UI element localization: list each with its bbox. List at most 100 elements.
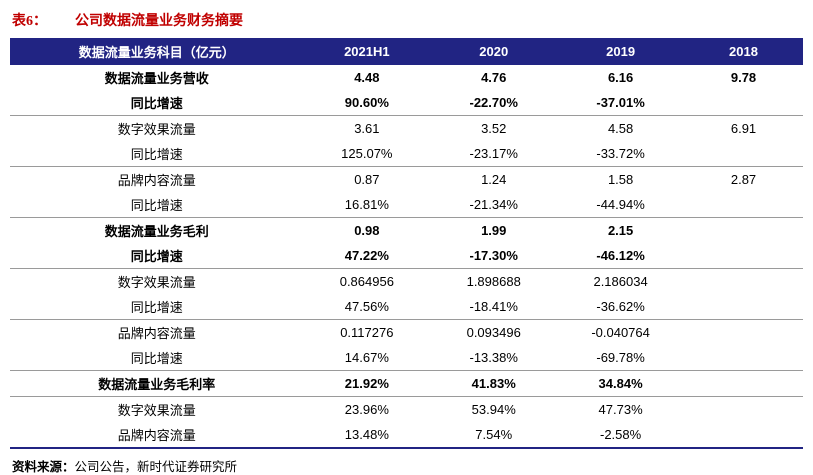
table-row: 同比增速 14.67% -13.38% -69.78%: [10, 345, 803, 371]
row-label: 同比增速: [10, 90, 304, 116]
cell-value: 16.81%: [303, 192, 431, 218]
cell-value: -44.94%: [557, 192, 685, 218]
cell-value: 125.07%: [303, 141, 431, 167]
cell-value: -37.01%: [557, 90, 685, 116]
cell-value: 0.98: [303, 217, 431, 243]
cell-value: -36.62%: [557, 294, 685, 320]
cell-value: 1.898688: [430, 268, 558, 294]
table-number: 表6：: [12, 14, 47, 29]
cell-value: 0.093496: [430, 319, 558, 345]
cell-value: 2.15: [557, 217, 685, 243]
cell-value: 0.117276: [303, 319, 431, 345]
source-note: 资料来源：公司公告，新时代证券研究所: [12, 456, 803, 475]
cell-value: [684, 192, 803, 218]
table-row: 数据流量业务毛利 0.98 1.99 2.15: [10, 217, 803, 243]
row-label: 数字效果流量: [10, 268, 304, 294]
row-label: 品牌内容流量: [10, 422, 304, 448]
row-label: 数据流量业务营收: [10, 65, 304, 90]
cell-value: 47.22%: [303, 243, 431, 269]
cell-value: 4.48: [303, 65, 431, 90]
header-year-2019: 2019: [557, 38, 685, 65]
cell-value: -46.12%: [557, 243, 685, 269]
header-year-2020: 2020: [430, 38, 558, 65]
cell-value: 47.73%: [557, 396, 685, 422]
cell-value: [684, 141, 803, 167]
cell-value: -2.58%: [557, 422, 685, 448]
cell-value: -22.70%: [430, 90, 558, 116]
table-body: 数据流量业务营收 4.48 4.76 6.16 9.78 同比增速 90.60% -22.70…: [10, 65, 803, 448]
row-label: 同比增速: [10, 192, 304, 218]
source-text: 公司公告，新时代证券研究所: [74, 460, 238, 474]
cell-value: -21.34%: [430, 192, 558, 218]
cell-value: 0.864956: [303, 268, 431, 294]
cell-value: [684, 90, 803, 116]
cell-value: [684, 370, 803, 397]
row-label: 同比增速: [10, 243, 304, 269]
cell-value: [684, 422, 803, 448]
table-row: 同比增速 47.22% -17.30% -46.12%: [10, 243, 803, 269]
row-label: 品牌内容流量: [10, 319, 304, 345]
cell-value: 6.16: [557, 65, 685, 90]
cell-value: 3.52: [430, 115, 558, 141]
row-label: 数据流量业务毛利: [10, 217, 304, 243]
cell-value: 53.94%: [430, 396, 558, 422]
table-row: 数据流量业务毛利率 21.92% 41.83% 34.84%: [10, 370, 803, 397]
cell-value: 14.67%: [303, 345, 431, 371]
table-row: 同比增速 16.81% -21.34% -44.94%: [10, 192, 803, 218]
row-label: 品牌内容流量: [10, 166, 304, 192]
table-row: 数字效果流量 0.864956 1.898688 2.186034: [10, 268, 803, 294]
header-year-2021H1: 2021H1: [303, 38, 431, 65]
cell-value: [684, 294, 803, 320]
table-row: 品牌内容流量 0.87 1.24 1.58 2.87: [10, 166, 803, 192]
cell-value: -18.41%: [430, 294, 558, 320]
row-label: 同比增速: [10, 345, 304, 371]
cell-value: 34.84%: [557, 370, 685, 397]
cell-value: [684, 217, 803, 243]
cell-value: -13.38%: [430, 345, 558, 371]
cell-value: 3.61: [303, 115, 431, 141]
cell-value: -0.040764: [557, 319, 685, 345]
cell-value: [684, 243, 803, 269]
table-header-row: 数据流量业务科目（亿元） 2021H1 2020 2019 2018: [10, 38, 803, 65]
cell-value: 90.60%: [303, 90, 431, 116]
cell-value: -69.78%: [557, 345, 685, 371]
cell-value: 13.48%: [303, 422, 431, 448]
row-label: 同比增速: [10, 141, 304, 167]
source-label: 资料来源：: [12, 460, 75, 474]
cell-value: 0.87: [303, 166, 431, 192]
cell-value: 7.54%: [430, 422, 558, 448]
table-row: 同比增速 47.56% -18.41% -36.62%: [10, 294, 803, 320]
cell-value: 2.87: [684, 166, 803, 192]
row-label: 数据流量业务毛利率: [10, 370, 304, 397]
table-row: 数字效果流量 23.96% 53.94% 47.73%: [10, 396, 803, 422]
cell-value: 21.92%: [303, 370, 431, 397]
table-row: 数字效果流量 3.61 3.52 4.58 6.91: [10, 115, 803, 141]
cell-value: 6.91: [684, 115, 803, 141]
table-title-text: 公司数据流量业务财务摘要: [75, 14, 243, 29]
cell-value: [684, 396, 803, 422]
cell-value: -33.72%: [557, 141, 685, 167]
table-title: 表6： 公司数据流量业务财务摘要: [12, 10, 803, 30]
cell-value: -23.17%: [430, 141, 558, 167]
table-row: 同比增速 90.60% -22.70% -37.01%: [10, 90, 803, 116]
cell-value: [684, 345, 803, 371]
table-row: 同比增速 125.07% -23.17% -33.72%: [10, 141, 803, 167]
table-row: 数据流量业务营收 4.48 4.76 6.16 9.78: [10, 65, 803, 90]
cell-value: 1.58: [557, 166, 685, 192]
cell-value: 4.76: [430, 65, 558, 90]
cell-value: [684, 319, 803, 345]
cell-value: 1.24: [430, 166, 558, 192]
cell-value: 1.99: [430, 217, 558, 243]
cell-value: 2.186034: [557, 268, 685, 294]
cell-value: 9.78: [684, 65, 803, 90]
row-label: 同比增速: [10, 294, 304, 320]
header-subject-column: 数据流量业务科目（亿元）: [10, 38, 304, 65]
table-row: 品牌内容流量 0.117276 0.093496 -0.040764: [10, 319, 803, 345]
financial-table: 数据流量业务科目（亿元） 2021H1 2020 2019 2018 数据流量业务营收 4…: [10, 38, 803, 449]
header-year-2018: 2018: [684, 38, 803, 65]
cell-value: 47.56%: [303, 294, 431, 320]
cell-value: -17.30%: [430, 243, 558, 269]
cell-value: 4.58: [557, 115, 685, 141]
cell-value: [684, 268, 803, 294]
